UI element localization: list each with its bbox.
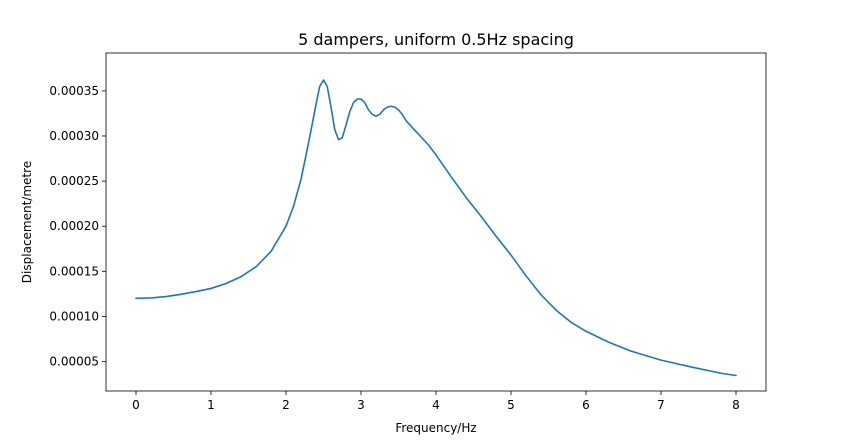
y-axis: 0.00005 0.00010 0.00015 0.00020 0.00025 0.000…: [49, 84, 106, 369]
y-tick-label: 0.00030: [49, 129, 99, 143]
x-tick-label: 0: [132, 398, 140, 412]
x-tick-label: 3: [357, 398, 365, 412]
y-tick-label: 0.00020: [49, 219, 99, 233]
x-tick-label: 6: [582, 398, 590, 412]
chart-title: 5 dampers, uniform 0.5Hz spacing: [298, 30, 574, 49]
x-tick-label: 5: [507, 398, 515, 412]
y-axis-label: Displacement/metre: [20, 161, 34, 283]
y-tick-label: 0.00035: [49, 84, 99, 98]
plot-frame: [105, 52, 767, 392]
plot-area: [105, 52, 767, 392]
x-tick-label: 2: [282, 398, 290, 412]
y-tick-label: 0.00025: [49, 174, 99, 188]
y-tick-label: 0.00005: [49, 355, 99, 369]
x-tick-label: 1: [207, 398, 215, 412]
x-tick-label: 8: [732, 398, 740, 412]
y-tick-label: 0.00015: [49, 264, 99, 278]
series-line-0: [135, 79, 737, 377]
x-tick-label: 4: [432, 398, 440, 412]
x-axis-label: Frequency/Hz: [395, 421, 476, 435]
x-tick-label: 7: [657, 398, 665, 412]
x-axis: 0 1 2 3 4 5 6 7 8: [132, 391, 740, 412]
y-tick-label: 0.00010: [49, 309, 99, 323]
